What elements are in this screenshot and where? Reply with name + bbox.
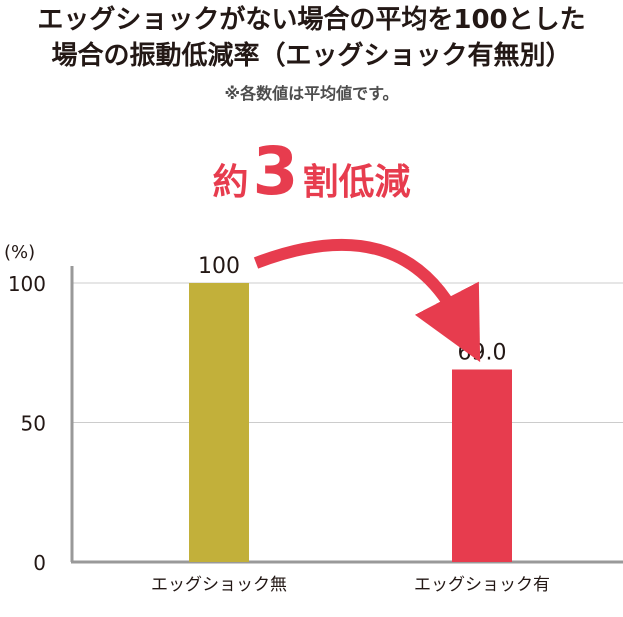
y-tick-label-0: 0 (33, 551, 46, 575)
gridlines (72, 282, 623, 423)
chart-title-line-1: エッグショックがない場合の平均を100とした (37, 5, 586, 35)
chart-title-line-2: 場合の振動低減率（エッグショック有無別） (51, 41, 572, 71)
bar-value-label-1: 100 (198, 254, 240, 279)
y-tick-labels: 0 50 100 (8, 272, 46, 575)
y-tick-label-100: 100 (8, 272, 46, 296)
bars: 100 エッグショック無 69.0 エッグショック有 (151, 254, 550, 595)
callout-suffix: 割低減 (302, 162, 411, 203)
chart-note: ※各数値は平均値です。 (224, 84, 399, 103)
callout-number: 3 (252, 133, 299, 210)
x-category-label-2: エッグショック有 (414, 575, 550, 595)
y-axis-unit-label: (%) (4, 242, 35, 263)
reduction-callout: 約3 割低減 (0, 132, 623, 229)
bar-1 (189, 283, 249, 562)
y-tick-label-50: 50 (21, 412, 46, 436)
callout-prefix: 約 (212, 162, 249, 203)
bar-2 (452, 369, 512, 562)
reduction-arrow (253, 238, 481, 363)
bar-value-label-2: 69.0 (458, 340, 507, 365)
x-category-label-1: エッグショック無 (151, 575, 287, 595)
